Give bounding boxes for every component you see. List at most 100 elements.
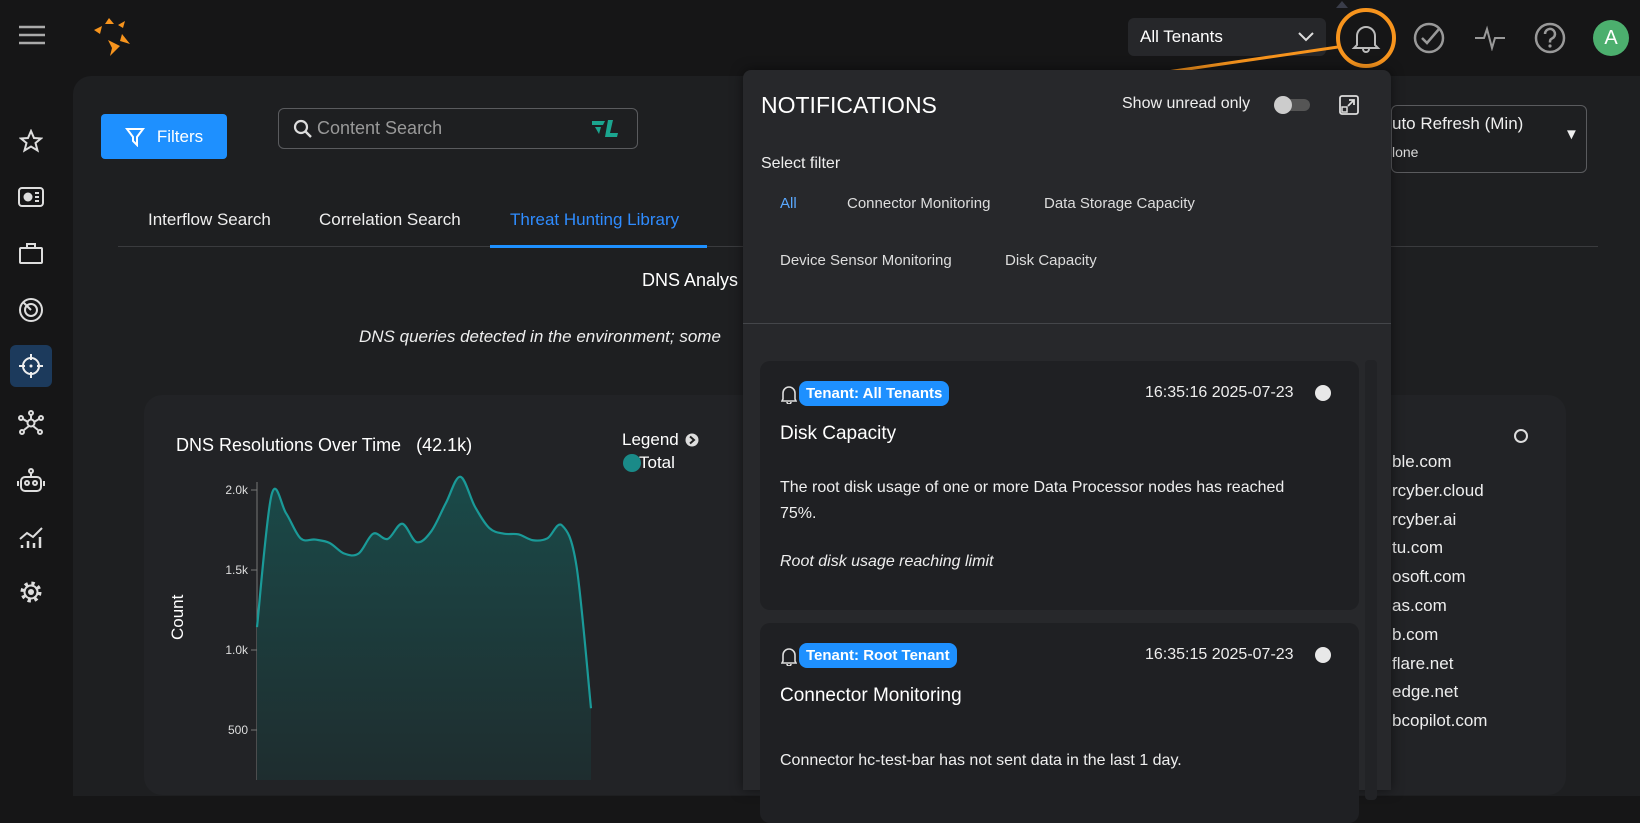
notifications-panel: NOTIFICATIONS Show unread only Select fi…: [743, 70, 1391, 823]
filter-all[interactable]: All: [780, 195, 797, 212]
notification-time: 16:35:16 2025-07-23: [1145, 384, 1294, 401]
auto-refresh-select[interactable]: uto Refresh (Min) lone ▼: [1391, 105, 1587, 173]
notification-body: The root disk usage of one or more Data …: [780, 479, 1285, 522]
active-tab-indicator: [490, 245, 707, 248]
page-title: DNS Analys: [642, 270, 739, 290]
unread-toggle-label: Show unread only: [1122, 95, 1251, 112]
y-tick-label: 2.0k: [225, 483, 249, 497]
toggle-knob: [1274, 96, 1292, 114]
check-circle-icon: [1413, 22, 1445, 54]
health-button[interactable]: [1470, 18, 1510, 58]
star-icon: [19, 129, 43, 153]
dashboard-icon: [18, 187, 44, 207]
arrow-right-circle-icon: [685, 433, 699, 447]
sidebar-item-analytics[interactable]: [10, 517, 52, 559]
tenant-select-value: All Tenants: [1140, 27, 1223, 46]
filter-icon: [124, 127, 145, 147]
radio-icon[interactable]: [1514, 429, 1528, 443]
sidebar-item-settings[interactable]: [10, 571, 52, 613]
sidebar: [0, 72, 72, 780]
legend-swatch: [623, 454, 641, 472]
page-description: DNS queries detected in the environment;…: [359, 327, 721, 346]
y-tick-label: 500: [228, 723, 248, 737]
notification-card[interactable]: Tenant: Root Tenant 16:35:15 2025-07-23 …: [760, 623, 1359, 823]
domain-item[interactable]: edge.net: [1392, 682, 1459, 702]
search-input[interactable]: [317, 118, 587, 139]
sidebar-item-cases[interactable]: [10, 232, 52, 274]
filter-disk-capacity[interactable]: Disk Capacity: [1005, 252, 1097, 269]
dropdown-arrow-icon: ▼: [1564, 126, 1579, 143]
tenant-badge: Tenant: Root Tenant: [799, 643, 957, 668]
domain-item[interactable]: b.com: [1392, 624, 1439, 644]
domain-item[interactable]: as.com: [1392, 596, 1447, 615]
avatar[interactable]: A: [1593, 20, 1629, 56]
logo-icon[interactable]: [90, 16, 136, 58]
filter-device-sensor-monitoring[interactable]: Device Sensor Monitoring: [780, 252, 952, 269]
y-tick-label: 1.0k: [225, 643, 249, 657]
unread-dot[interactable]: [1315, 647, 1331, 663]
tenant-badge: Tenant: All Tenants: [799, 381, 950, 406]
tab-threat-hunting-library[interactable]: Threat Hunting Library: [510, 210, 680, 229]
bell-icon: [781, 648, 797, 666]
area-fill-total: [257, 476, 591, 780]
sidebar-item-threat-hunting[interactable]: [10, 345, 52, 387]
domain-item[interactable]: rcyber.ai: [1392, 509, 1457, 529]
notification-summary: Root disk usage reaching limit: [780, 553, 994, 570]
domain-item[interactable]: osoft.com: [1392, 567, 1466, 587]
analytics-icon: [19, 527, 43, 548]
legend-item-total[interactable]: Total: [623, 453, 675, 473]
divider: [743, 323, 1391, 324]
filters-button[interactable]: Filters: [101, 114, 227, 159]
robot-icon: [17, 468, 45, 492]
area-chart: 2.0k 1.5k 1.0k 500: [225, 475, 593, 780]
notifications-title: NOTIFICATIONS: [761, 92, 937, 118]
chart-title-text: DNS Resolutions Over Time: [176, 435, 402, 455]
domain-item[interactable]: rcyber.cloud: [1392, 480, 1484, 500]
help-icon: [1534, 22, 1566, 54]
tab-correlation-search[interactable]: Correlation Search: [319, 210, 461, 229]
content-search[interactable]: [278, 108, 638, 149]
notification-body: Connector hc-test-bar has not sent data …: [780, 752, 1182, 769]
unread-dot[interactable]: [1315, 385, 1331, 401]
filters-label: Filters: [156, 126, 204, 146]
hamburger-menu-icon[interactable]: [18, 24, 46, 46]
highlight-circle: [1336, 8, 1396, 68]
bell-icon: [781, 386, 797, 404]
y-tick-label: 1.5k: [225, 563, 249, 577]
sidebar-item-investigation[interactable]: [10, 402, 52, 444]
crosshair-icon: [19, 354, 43, 378]
search-icon: [293, 119, 312, 138]
sidebar-item-automation[interactable]: [10, 460, 52, 502]
gear-icon: [20, 581, 42, 603]
help-button[interactable]: [1530, 18, 1570, 58]
chart-title: DNS Resolutions Over Time (42.1k): [176, 435, 472, 456]
notification-title: Connector Monitoring: [780, 685, 962, 706]
briefcase-icon: [19, 243, 43, 264]
domain-item[interactable]: ble.com: [1392, 452, 1452, 471]
domain-item[interactable]: tu.com: [1392, 538, 1444, 558]
filter-data-storage-capacity[interactable]: Data Storage Capacity: [1044, 195, 1195, 212]
notification-time: 16:35:15 2025-07-23: [1145, 646, 1294, 663]
tab-interflow-search[interactable]: Interflow Search: [148, 210, 271, 229]
notification-title: Disk Capacity: [780, 423, 897, 444]
domain-item[interactable]: flare.net: [1392, 653, 1454, 673]
query-language-icon[interactable]: [591, 118, 619, 140]
scrollbar[interactable]: [1365, 360, 1377, 800]
chart-total: (42.1k): [416, 435, 473, 455]
expand-icon[interactable]: [1339, 95, 1359, 115]
sidebar-item-favorites[interactable]: [10, 120, 52, 162]
sidebar-item-detections[interactable]: [10, 289, 52, 331]
notification-card[interactable]: Tenant: All Tenants 16:35:16 2025-07-23 …: [760, 361, 1359, 610]
filter-connector-monitoring[interactable]: Connector Monitoring: [847, 195, 991, 212]
legend-label: Total: [639, 453, 675, 472]
sidebar-item-dashboards[interactable]: [10, 176, 52, 218]
unread-only-toggle[interactable]: [1274, 96, 1310, 114]
radar-icon: [19, 298, 43, 322]
select-filter-label: Select filter: [761, 155, 841, 172]
legend-toggle[interactable]: Legend: [622, 430, 699, 450]
series-line-total: [255, 475, 593, 709]
tasks-button[interactable]: [1409, 18, 1449, 58]
auto-refresh-label: uto Refresh (Min): [1392, 114, 1524, 133]
pulse-icon: [1475, 25, 1505, 51]
domain-item[interactable]: bcopilot.com: [1392, 711, 1488, 731]
